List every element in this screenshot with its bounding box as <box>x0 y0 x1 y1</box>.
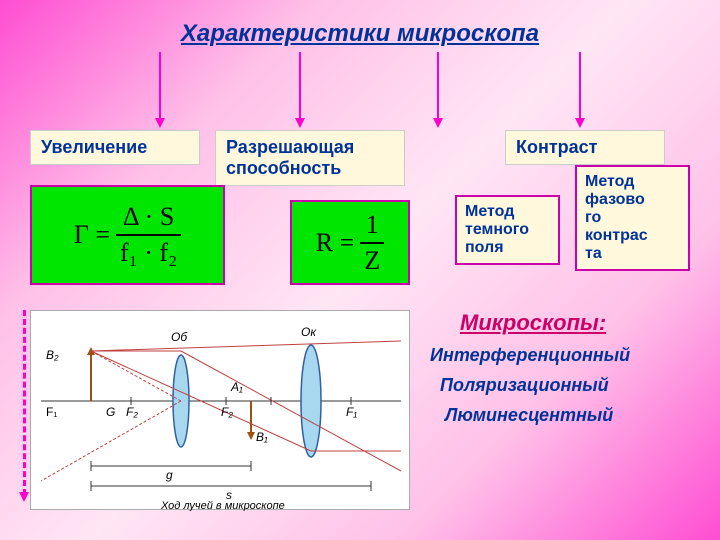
formula-magnification: Г = Δ · S f₁ · f₂ <box>30 185 225 285</box>
arrow-1-head <box>155 118 165 128</box>
formula-resolution: R = 1 Z <box>290 200 410 285</box>
label-resolution: Разрешающая способность <box>215 130 405 186</box>
dashed-arrow-head <box>19 492 29 502</box>
arrow-1 <box>159 52 161 122</box>
lbl-a1: A₁ <box>230 380 243 394</box>
label-contrast: Контраст <box>505 130 665 165</box>
lbl-f1: F₁ <box>46 405 57 419</box>
formula-resolution-lhs: R = <box>316 228 355 258</box>
formula-magnification-lhs: Г = <box>74 220 110 250</box>
lbl-ob: Об <box>171 330 188 344</box>
arrow-4 <box>579 52 581 122</box>
dashed-arrow <box>23 310 26 495</box>
formula-resolution-den: Z <box>360 244 384 278</box>
arrow-3-head <box>433 118 443 128</box>
lbl-caption: Ход лучей в микроскопе <box>160 500 285 511</box>
lbl-g: G <box>106 405 115 419</box>
formula-magnification-den: f₁ · f₂ <box>116 236 181 270</box>
lbl-b1: B₁ <box>256 430 268 444</box>
method-phase: Метод фазово го контрас та <box>575 165 690 271</box>
optics-diagram: B₂ F₁ G F₂ Об A₁ F₂ B₁ Ок F₁ g s Ход луч… <box>30 310 410 510</box>
arrow-4-head <box>575 118 585 128</box>
method-darkfield: Метод темного поля <box>455 195 560 265</box>
microscope-item-1: Поляризационный <box>440 375 609 396</box>
lbl-ok: Ок <box>301 325 317 339</box>
ray-diagram-icon: B₂ F₁ G F₂ Об A₁ F₂ B₁ Ок F₁ g s Ход луч… <box>31 311 411 511</box>
microscope-item-2: Люминесцентный <box>445 405 613 426</box>
lbl-gdim: g <box>166 468 173 482</box>
lbl-f1r: F₁ <box>346 405 357 419</box>
page-title: Характеристики микроскопа <box>0 20 720 48</box>
lbl-f2l: F₂ <box>126 405 138 419</box>
lbl-b2: B₂ <box>46 348 59 362</box>
formula-magnification-num: Δ · S <box>119 200 178 234</box>
arrow-2-head <box>295 118 305 128</box>
formula-resolution-num: 1 <box>362 208 383 242</box>
microscope-item-0: Интерференционный <box>430 345 630 366</box>
label-magnification: Увеличение <box>30 130 200 165</box>
arrow-3 <box>437 52 439 122</box>
microscopes-title: Микроскопы: <box>460 310 606 336</box>
lbl-f2r: F₂ <box>221 405 233 419</box>
arrow-2 <box>299 52 301 122</box>
